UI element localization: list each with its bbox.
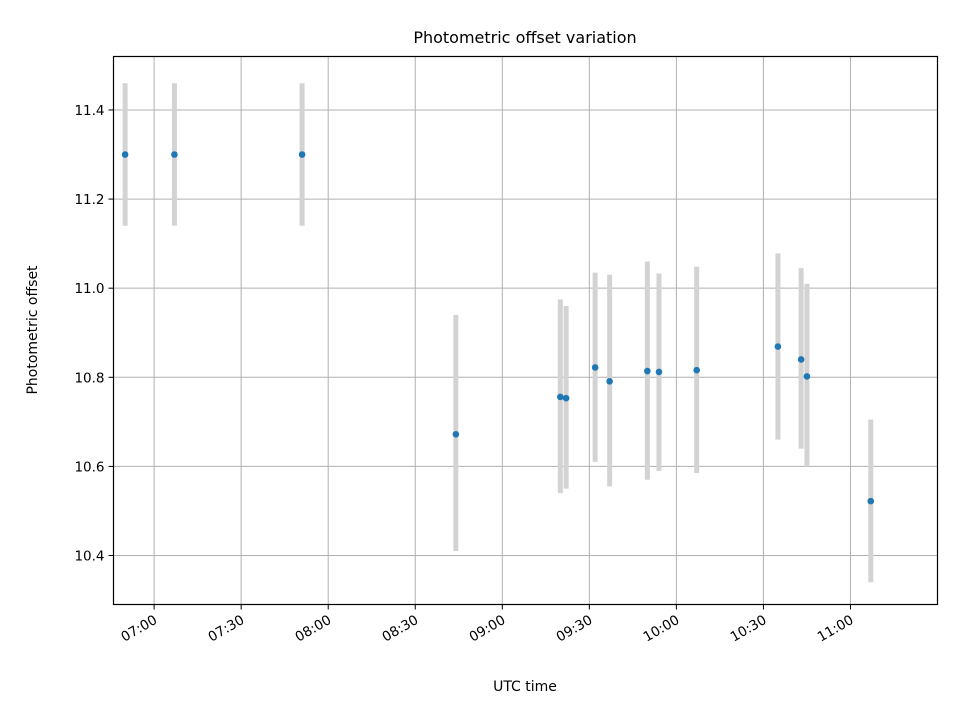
y-axis: 10.4 10.6 10.8 11.0 11.2 11.4 xyxy=(74,103,114,564)
data-point xyxy=(171,151,178,158)
x-tick-label: 08:00 xyxy=(293,612,335,645)
data-point xyxy=(298,151,306,158)
data-point xyxy=(557,393,564,401)
data-point xyxy=(655,368,663,376)
y-axis-label: Photometric offset xyxy=(25,265,41,395)
x-tick-label: 09:30 xyxy=(554,612,596,645)
plot-frame xyxy=(112,55,939,606)
x-tick-label: 07:30 xyxy=(205,612,247,645)
x-tick-label: 08:30 xyxy=(380,612,422,645)
y-tick-label: 10.8 xyxy=(74,370,104,386)
x-tick-label: 11:00 xyxy=(815,612,857,645)
data-point xyxy=(606,377,613,385)
error-bars xyxy=(122,83,874,583)
y-tick-label: 11.0 xyxy=(74,281,104,297)
y-tick-label: 11.4 xyxy=(74,103,104,119)
x-axis-label: UTC time xyxy=(493,679,557,695)
data-point xyxy=(803,373,811,380)
data-point xyxy=(591,364,599,371)
y-tick-label: 11.2 xyxy=(74,192,104,208)
grid xyxy=(113,56,938,605)
data-point xyxy=(121,151,129,158)
data-point xyxy=(797,356,805,363)
y-tick-label: 10.4 xyxy=(74,548,104,564)
data-point xyxy=(693,366,700,374)
data-point xyxy=(867,497,875,505)
data-point xyxy=(644,367,651,375)
x-axis: 07:00 07:30 08:00 08:30 09:00 09:30 10:00 10:30… xyxy=(118,604,857,645)
data-points xyxy=(121,151,875,505)
x-tick-label: 10:30 xyxy=(728,612,770,645)
data-point xyxy=(774,343,782,350)
x-tick-label: 07:00 xyxy=(118,612,160,645)
data-point xyxy=(452,431,460,438)
data-point xyxy=(562,394,570,402)
chart-title: Photometric offset variation xyxy=(413,28,636,47)
x-tick-label: 09:00 xyxy=(467,612,509,645)
x-tick-label: 10:00 xyxy=(641,612,683,645)
y-tick-label: 10.6 xyxy=(74,459,104,475)
